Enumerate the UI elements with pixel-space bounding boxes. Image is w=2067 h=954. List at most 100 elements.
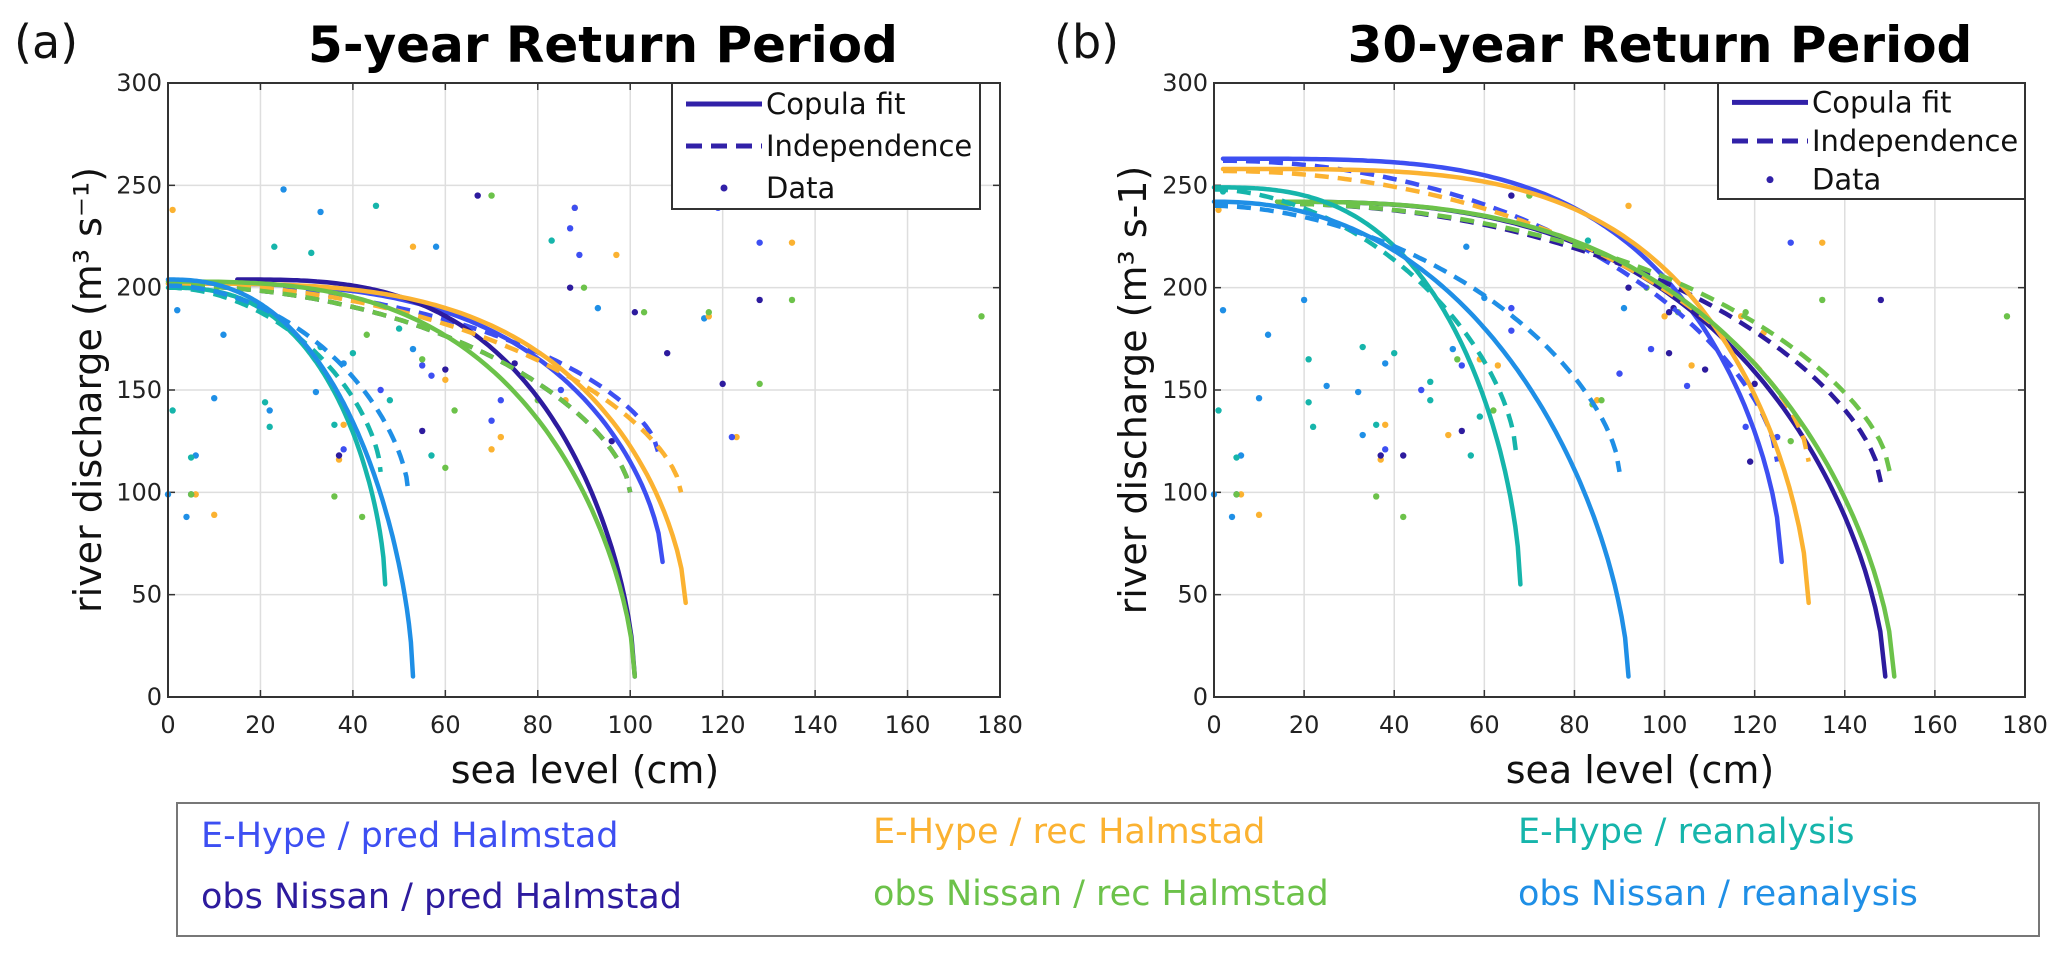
x-tick-label: 0 bbox=[160, 711, 175, 739]
data-point bbox=[169, 206, 176, 214]
plot-frame bbox=[1213, 82, 2026, 698]
copula-curve bbox=[165, 279, 638, 679]
data-point bbox=[363, 331, 370, 338]
x-tick-label: 80 bbox=[1559, 711, 1590, 739]
data-point bbox=[1264, 331, 1272, 338]
legend-label: Copula fit bbox=[1812, 85, 1951, 119]
legend-label: Data bbox=[766, 171, 835, 205]
panel-a-frame bbox=[167, 82, 1001, 698]
data-point bbox=[1625, 202, 1632, 209]
data-point bbox=[280, 186, 287, 193]
data-point bbox=[451, 407, 458, 414]
data-point bbox=[372, 202, 380, 209]
data-point bbox=[340, 421, 347, 428]
panel-a: (a) 5-year Return Period 0 20 40 60 80 100 120… bbox=[14, 15, 1023, 792]
data-point bbox=[419, 356, 426, 363]
panel-a-letter: (a) bbox=[14, 15, 78, 69]
data-point bbox=[1323, 382, 1330, 390]
y-tick-label: 100 bbox=[116, 478, 162, 506]
data-point bbox=[386, 397, 394, 404]
data-point bbox=[1233, 491, 1240, 498]
panel-b-legend: Copula fit Independence Data bbox=[1717, 82, 2026, 200]
data-point bbox=[571, 204, 578, 212]
series-legend-entry: obs Nissan / rec Halmstad bbox=[873, 874, 1329, 914]
data-point bbox=[756, 380, 763, 388]
series-legend-entry: obs Nissan / pred Halmstad bbox=[201, 877, 682, 917]
data-point bbox=[1661, 313, 1668, 320]
y-tick-label: 300 bbox=[116, 69, 162, 97]
panel-b-ylabel: river discharge (m³ s-1) bbox=[1111, 166, 1155, 615]
series-legend-entry: obs Nissan / reanalysis bbox=[1518, 874, 1918, 914]
data-point bbox=[1751, 380, 1758, 388]
data-point bbox=[1427, 397, 1434, 404]
data-point bbox=[1359, 431, 1366, 439]
y-tick-label: 100 bbox=[1162, 478, 1208, 506]
data-point bbox=[548, 237, 555, 244]
data-point bbox=[1359, 343, 1366, 351]
x-tick-label: 100 bbox=[1642, 711, 1688, 739]
data-point bbox=[312, 388, 320, 396]
data-point bbox=[428, 452, 435, 459]
data-point bbox=[1665, 309, 1673, 316]
y-tick-label: 0 bbox=[1193, 683, 1208, 711]
data-point bbox=[335, 452, 343, 459]
x-tick-label: 140 bbox=[1822, 711, 1868, 739]
x-tick-label: 180 bbox=[977, 711, 1023, 739]
data-point bbox=[187, 491, 195, 498]
data-point bbox=[409, 345, 417, 353]
data-point bbox=[580, 284, 588, 291]
data-point bbox=[733, 433, 740, 441]
data-point bbox=[613, 251, 620, 259]
y-tick-label: 250 bbox=[116, 171, 162, 199]
data-point bbox=[1228, 513, 1236, 521]
data-point bbox=[1400, 452, 1407, 459]
data-point bbox=[576, 251, 583, 259]
independence-curve bbox=[168, 283, 633, 493]
data-point bbox=[419, 362, 426, 369]
x-tick-label: 60 bbox=[1469, 711, 1500, 739]
series-legend-entry: E-Hype / reanalysis bbox=[1518, 812, 1854, 852]
independence-curve bbox=[1214, 203, 1622, 473]
data-point bbox=[1819, 239, 1826, 246]
data-point bbox=[474, 192, 481, 199]
data-point bbox=[1215, 206, 1222, 214]
data-point bbox=[1508, 192, 1515, 199]
data-point bbox=[331, 421, 338, 428]
x-tick-label: 80 bbox=[523, 711, 554, 739]
data-point bbox=[1647, 345, 1655, 353]
data-point bbox=[1300, 296, 1308, 304]
data-point bbox=[1584, 237, 1592, 244]
y-tick-label: 150 bbox=[1162, 376, 1208, 404]
data-point bbox=[608, 437, 615, 445]
data-point bbox=[1508, 327, 1515, 334]
data-point bbox=[340, 446, 347, 453]
data-point bbox=[211, 394, 218, 402]
legend-dot-icon bbox=[720, 184, 728, 192]
data-point bbox=[271, 243, 278, 250]
data-point bbox=[1688, 362, 1695, 369]
data-point bbox=[1373, 493, 1380, 500]
data-point bbox=[1746, 458, 1754, 465]
data-point bbox=[1354, 388, 1362, 396]
panel-b-title: 30-year Return Period bbox=[1348, 16, 1973, 74]
data-point bbox=[1382, 360, 1389, 367]
copula-curve bbox=[235, 277, 638, 679]
data-point bbox=[1819, 296, 1826, 304]
data-point bbox=[488, 192, 495, 199]
data-point bbox=[1449, 345, 1456, 353]
data-point bbox=[266, 423, 273, 431]
data-point bbox=[640, 309, 648, 316]
data-point bbox=[428, 372, 435, 379]
legend-label: Copula fit bbox=[766, 87, 905, 121]
data-point bbox=[169, 407, 176, 414]
x-tick-label: 180 bbox=[2002, 711, 2048, 739]
data-point bbox=[395, 325, 403, 332]
data-point bbox=[1373, 421, 1380, 428]
data-point bbox=[1233, 454, 1240, 461]
panel-a-plot bbox=[164, 186, 985, 679]
data-point bbox=[349, 349, 357, 357]
data-point bbox=[756, 296, 763, 304]
legend-label: Independence bbox=[1812, 124, 2018, 158]
data-point bbox=[1391, 349, 1398, 357]
